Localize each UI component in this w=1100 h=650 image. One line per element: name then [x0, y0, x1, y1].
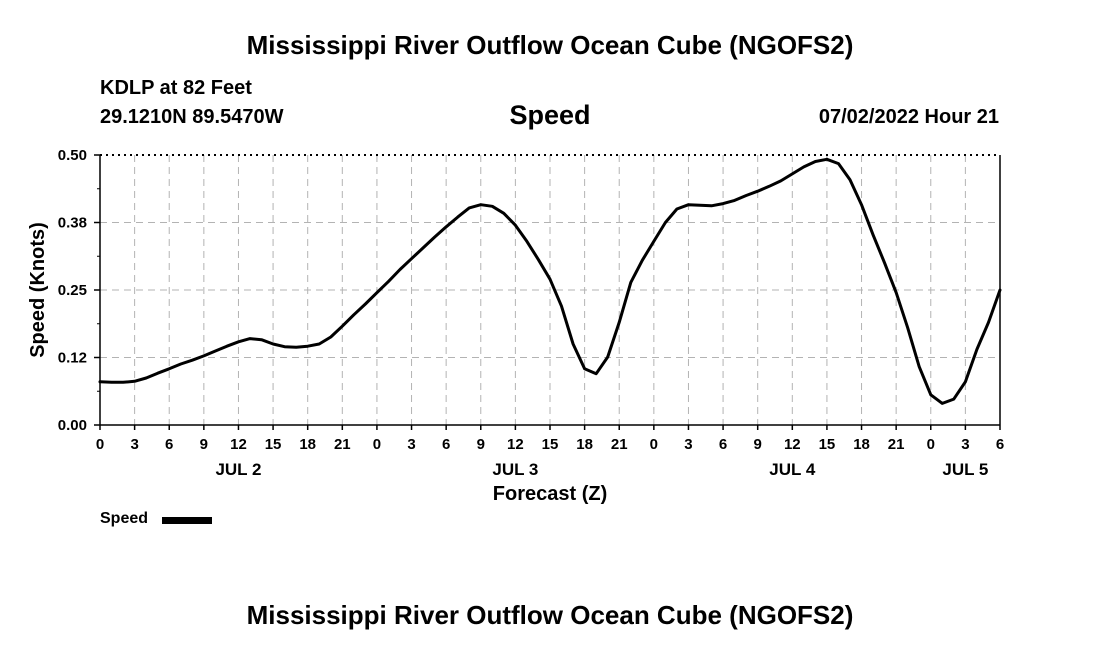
legend-label: Speed — [100, 510, 149, 527]
day-label: JUL 3 — [492, 460, 538, 479]
day-label: JUL 2 — [215, 460, 261, 479]
day-label: JUL 5 — [942, 460, 988, 479]
x-tick-label: 3 — [130, 436, 138, 453]
x-axis-ticks: 0 3 6 9 12 15 18 21 0 3 6 9 12 15 18 21 0 3 6 9 12 15 18 21 0 3 6 — [96, 425, 1004, 453]
x-tick-label: 15 — [819, 436, 836, 453]
station-label: KDLP at 82 Feet — [100, 77, 252, 99]
y-axis-ticks: 0.00 0.12 0.25 0.38 0.50 — [58, 147, 100, 434]
x-tick-label: 0 — [927, 436, 935, 453]
x-tick-label: 18 — [853, 436, 870, 453]
y-tick-label: 0.12 — [58, 350, 87, 367]
x-tick-label: 6 — [996, 436, 1004, 453]
forecast-datetime: 07/02/2022 Hour 21 — [818, 106, 999, 128]
y-axis-label: Speed (Knots) — [27, 222, 49, 358]
footer-title: Mississippi River Outflow Ocean Cube (NG… — [246, 600, 854, 630]
x-tick-label: 12 — [784, 436, 801, 453]
x-tick-label: 6 — [719, 436, 727, 453]
x-tick-label: 9 — [477, 436, 485, 453]
chart-grid — [100, 155, 1000, 425]
x-tick-label: 0 — [96, 436, 104, 453]
y-tick-label: 0.50 — [58, 147, 87, 164]
x-tick-label: 0 — [650, 436, 658, 453]
legend-swatch — [162, 517, 212, 524]
x-tick-label: 21 — [611, 436, 628, 453]
chart-main-title: Mississippi River Outflow Ocean Cube (NG… — [246, 30, 854, 60]
x-tick-label: 18 — [576, 436, 593, 453]
y-tick-label: 0.25 — [58, 282, 87, 299]
x-tick-label: 18 — [299, 436, 316, 453]
series-layer — [98, 157, 1002, 405]
y-tick-label: 0.38 — [58, 215, 87, 232]
x-tick-label: 3 — [407, 436, 415, 453]
x-tick-label: 21 — [334, 436, 351, 453]
x-axis-label: Forecast (Z) — [493, 483, 607, 505]
x-tick-label: 9 — [200, 436, 208, 453]
x-tick-label: 0 — [373, 436, 381, 453]
day-labels: JUL 2 JUL 3 JUL 4 JUL 5 — [215, 460, 988, 479]
x-tick-label: 9 — [754, 436, 762, 453]
x-tick-label: 6 — [442, 436, 450, 453]
x-tick-label: 6 — [165, 436, 173, 453]
day-label: JUL 4 — [769, 460, 816, 479]
x-tick-label: 3 — [684, 436, 692, 453]
station-coordinates: 29.1210N 89.5470W — [100, 106, 284, 128]
x-tick-label: 15 — [542, 436, 559, 453]
x-tick-label: 12 — [507, 436, 524, 453]
y-tick-label: 0.00 — [58, 417, 87, 434]
series-line-speed — [98, 157, 1002, 405]
x-tick-label: 15 — [265, 436, 282, 453]
variable-title: Speed — [509, 100, 591, 130]
x-tick-label: 12 — [230, 436, 247, 453]
x-tick-label: 3 — [961, 436, 969, 453]
x-tick-label: 21 — [888, 436, 905, 453]
